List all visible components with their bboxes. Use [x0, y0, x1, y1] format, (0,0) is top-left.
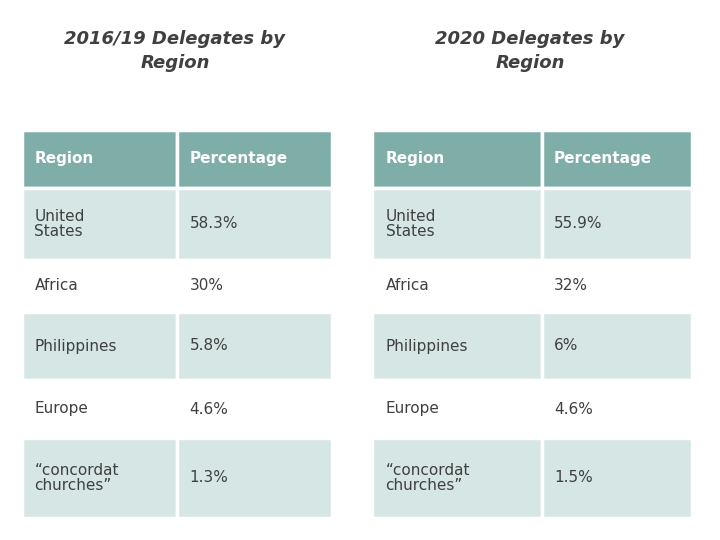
Bar [22, 188, 177, 260]
Text: “concordat: “concordat [386, 463, 470, 478]
Bar [22, 312, 177, 380]
Bar [177, 188, 332, 260]
Text: “concordat: “concordat [35, 463, 119, 478]
Text: 55.9%: 55.9% [554, 217, 603, 232]
Bar [542, 260, 692, 312]
Text: 32%: 32% [554, 279, 588, 294]
Bar [177, 312, 332, 380]
Text: Percentage: Percentage [189, 152, 287, 166]
Text: United: United [35, 209, 85, 224]
Text: 4.6%: 4.6% [189, 402, 228, 416]
Text: Region: Region [35, 152, 94, 166]
Bar [372, 380, 542, 438]
Text: 4.6%: 4.6% [554, 402, 593, 416]
Bar [177, 130, 332, 188]
Bar [372, 188, 542, 260]
Text: 30%: 30% [189, 279, 223, 294]
Text: States: States [386, 224, 434, 239]
Text: 2020 Delegates by
Region: 2020 Delegates by Region [436, 30, 625, 72]
Bar [542, 130, 692, 188]
Bar [22, 438, 177, 518]
Bar [177, 380, 332, 438]
Text: Africa: Africa [386, 279, 429, 294]
Text: States: States [35, 224, 83, 239]
Text: Region: Region [386, 152, 445, 166]
Text: 1.3%: 1.3% [189, 470, 228, 485]
Text: churches”: churches” [386, 478, 463, 493]
Bar [177, 438, 332, 518]
Text: 2016/19 Delegates by
Region: 2016/19 Delegates by Region [65, 30, 286, 72]
Bar [372, 312, 542, 380]
Text: Percentage: Percentage [554, 152, 652, 166]
Text: United: United [386, 209, 436, 224]
Bar [22, 260, 177, 312]
Text: Europe: Europe [386, 402, 439, 416]
Bar [542, 438, 692, 518]
Bar [542, 312, 692, 380]
Bar [542, 188, 692, 260]
Bar [372, 260, 542, 312]
Text: 6%: 6% [554, 339, 578, 354]
Text: Africa: Africa [35, 279, 78, 294]
Bar [22, 380, 177, 438]
Text: churches”: churches” [35, 478, 112, 493]
Text: 5.8%: 5.8% [189, 339, 228, 354]
Text: Philippines: Philippines [386, 339, 468, 354]
Text: 58.3%: 58.3% [189, 217, 238, 232]
Text: Europe: Europe [35, 402, 89, 416]
Bar [372, 438, 542, 518]
Bar [22, 130, 177, 188]
Bar [177, 260, 332, 312]
Bar [542, 380, 692, 438]
Text: 1.5%: 1.5% [554, 470, 593, 485]
Text: Philippines: Philippines [35, 339, 117, 354]
Bar [372, 130, 542, 188]
